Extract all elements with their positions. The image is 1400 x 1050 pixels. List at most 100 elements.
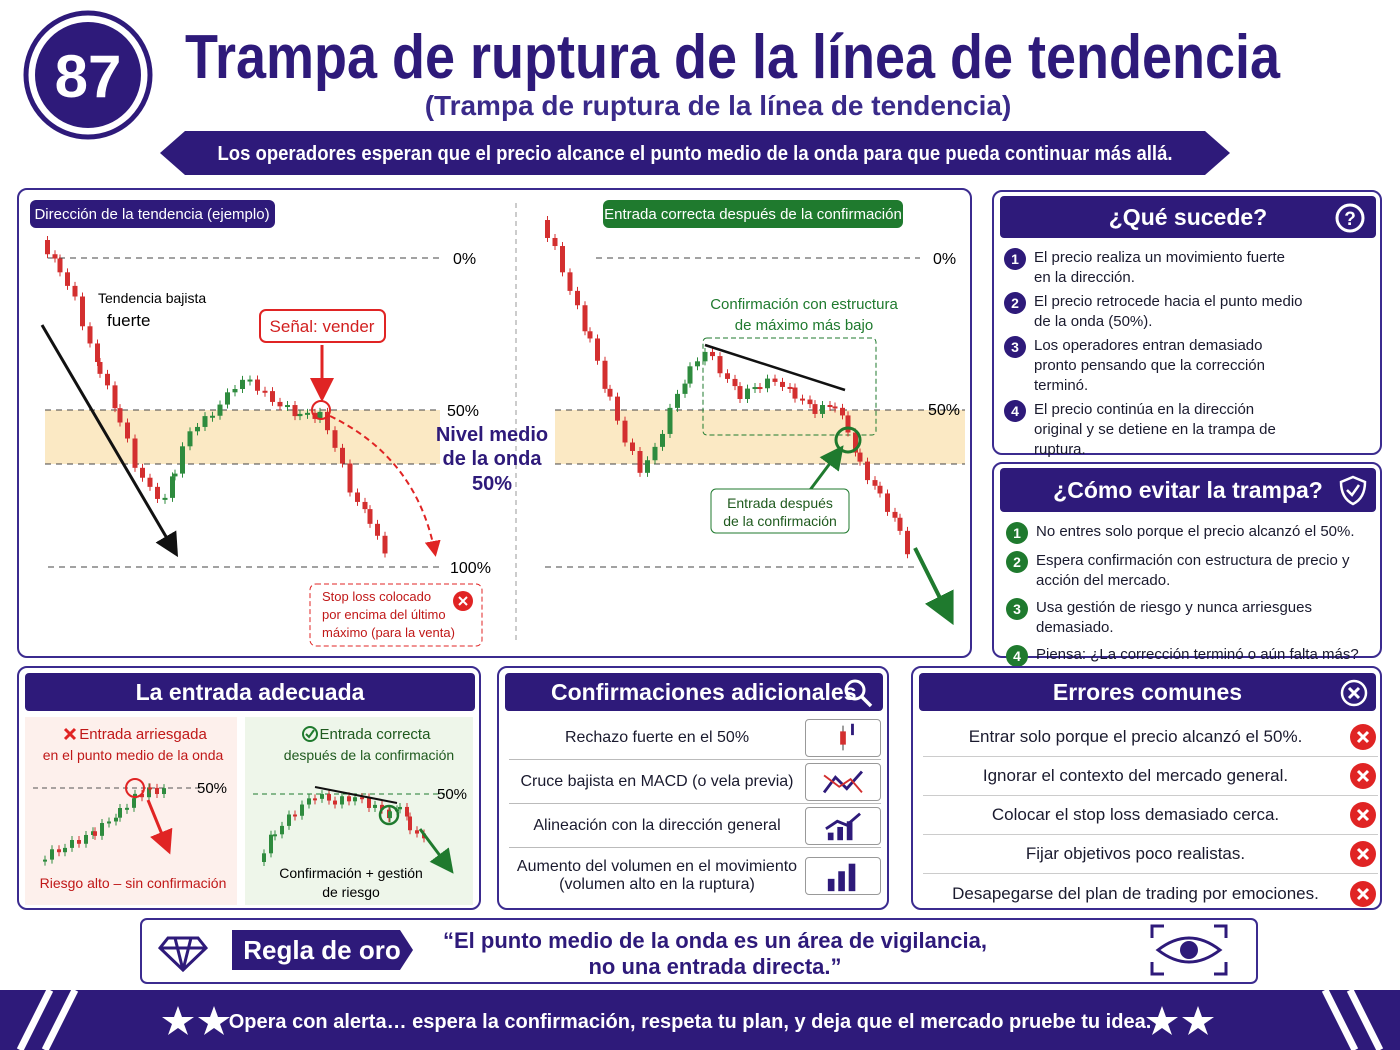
candle bbox=[162, 788, 166, 795]
footer-text: Opera con alerta… espera la confirmación… bbox=[229, 1011, 1152, 1033]
item-text: Los operadores entran demasiado pronto p… bbox=[1034, 337, 1265, 394]
candle bbox=[732, 378, 738, 387]
errors-panel: Errores comunes Entrar solo porque el pr… bbox=[911, 666, 1382, 910]
stop-loss: Stop loss colocado bbox=[322, 589, 431, 604]
candle bbox=[362, 501, 368, 510]
candle bbox=[300, 804, 304, 816]
candle bbox=[552, 237, 558, 247]
candle bbox=[280, 825, 284, 835]
risky-arrow bbox=[146, 799, 173, 855]
candle bbox=[575, 290, 580, 306]
eye-icon bbox=[1180, 941, 1198, 959]
list: Rechazo fuerte en el 50% Cruce bajista en… bbox=[509, 716, 881, 904]
item-text: Cruce bajista en MACD (o vela previa) bbox=[520, 772, 794, 790]
candle bbox=[812, 404, 818, 414]
candle bbox=[827, 405, 833, 408]
candle bbox=[857, 452, 863, 462]
candle bbox=[320, 794, 324, 799]
candle bbox=[702, 351, 708, 362]
diamond-icon bbox=[157, 936, 209, 973]
candle bbox=[630, 442, 635, 452]
tag-bg bbox=[603, 200, 903, 228]
candle bbox=[80, 296, 85, 327]
candle bbox=[307, 798, 311, 805]
candle bbox=[820, 405, 825, 414]
candle bbox=[877, 485, 883, 494]
candle bbox=[332, 430, 338, 448]
candle bbox=[155, 787, 159, 795]
confirmation-icon bbox=[805, 718, 881, 757]
candle bbox=[772, 378, 778, 382]
candle bbox=[408, 816, 412, 831]
candle bbox=[202, 416, 208, 427]
candle bbox=[270, 391, 275, 402]
close-icon bbox=[1340, 679, 1368, 707]
candle bbox=[273, 834, 277, 837]
stop-box bbox=[309, 583, 483, 647]
entry-note: de la confirmación bbox=[723, 513, 837, 529]
item-text: Desapegarse del plan de trading por emoc… bbox=[952, 883, 1319, 903]
error-row: Desapegarse del plan de trading por emoc… bbox=[923, 874, 1378, 913]
rule-quote: “El punto medio de la onda es un área de… bbox=[443, 928, 987, 953]
charts: Dirección de la tendencia (ejemplo) 0% 5… bbox=[30, 200, 965, 647]
candle bbox=[582, 305, 588, 332]
candle bbox=[695, 361, 700, 367]
candle bbox=[375, 523, 380, 536]
candle bbox=[885, 493, 890, 512]
candle bbox=[72, 285, 78, 297]
candle bbox=[232, 389, 238, 393]
item-text: Ignorar el contexto del mercado general. bbox=[982, 766, 1289, 785]
candle bbox=[765, 378, 770, 389]
candle bbox=[853, 432, 858, 453]
error-icon bbox=[1350, 880, 1376, 907]
candle bbox=[95, 343, 100, 363]
candle bbox=[147, 477, 153, 487]
header: 87 Trampa de ruptura de la línea de tend… bbox=[23, 10, 1280, 175]
candle bbox=[125, 807, 129, 810]
panel-title: ¿Qué sucede? bbox=[1000, 196, 1376, 238]
candle bbox=[293, 814, 297, 817]
candle bbox=[210, 415, 215, 418]
confirmation-row: Alineación con la dirección general bbox=[509, 804, 881, 848]
entry-compare: Entrada arriesgada en el punto medio de … bbox=[25, 717, 473, 905]
candle bbox=[905, 530, 910, 555]
level-label: 50% bbox=[447, 403, 479, 420]
candle bbox=[897, 517, 903, 531]
badge-number: 87 bbox=[55, 43, 122, 110]
candle bbox=[217, 404, 223, 416]
item-text: Alineación con la dirección general bbox=[533, 816, 781, 834]
error-icon bbox=[1350, 841, 1376, 867]
signal-circle bbox=[311, 400, 331, 420]
list-item: 1 El precio realiza un movimiento fuerte … bbox=[1004, 248, 1304, 288]
entry-arrow bbox=[808, 445, 844, 491]
candle bbox=[645, 460, 650, 473]
candle bbox=[347, 796, 351, 802]
confirmation-row: Rechazo fuerte en el 50% bbox=[509, 716, 881, 760]
candle bbox=[313, 798, 317, 801]
item-text: No entres solo porque el precio alcanzó … bbox=[1036, 523, 1355, 540]
number-badge: 4 bbox=[1006, 645, 1028, 667]
candle bbox=[807, 399, 813, 405]
error-row: Ignorar el contexto del mercado general. bbox=[923, 757, 1378, 796]
error-icon bbox=[1350, 724, 1376, 750]
candle bbox=[367, 509, 373, 524]
candle bbox=[737, 386, 743, 399]
level-label: 100% bbox=[450, 560, 491, 577]
error-row: Fijar objetivos poco realistas. bbox=[923, 835, 1378, 874]
candle bbox=[380, 804, 384, 810]
candle bbox=[405, 806, 409, 817]
candle bbox=[560, 246, 565, 273]
structure-note: de máximo más bajo bbox=[735, 317, 873, 334]
rule-label: Regla de oro bbox=[243, 935, 400, 965]
level-label: 0% bbox=[453, 251, 476, 268]
stop-loss: máximo (para la venta) bbox=[322, 625, 455, 640]
list-item: 4 El precio continúa en la dirección orig… bbox=[1004, 400, 1304, 460]
candle bbox=[687, 366, 693, 384]
shield-icon bbox=[1339, 475, 1367, 506]
item-text: El precio retrocede hacia el punto medio… bbox=[1034, 293, 1303, 330]
candle bbox=[63, 847, 67, 853]
number-badge: 3 bbox=[1004, 336, 1026, 358]
candle bbox=[262, 853, 266, 862]
panel-title: ¿Cómo evitar la trampa? bbox=[1000, 468, 1376, 512]
item-text: El precio continúa en la dirección origi… bbox=[1034, 401, 1276, 458]
